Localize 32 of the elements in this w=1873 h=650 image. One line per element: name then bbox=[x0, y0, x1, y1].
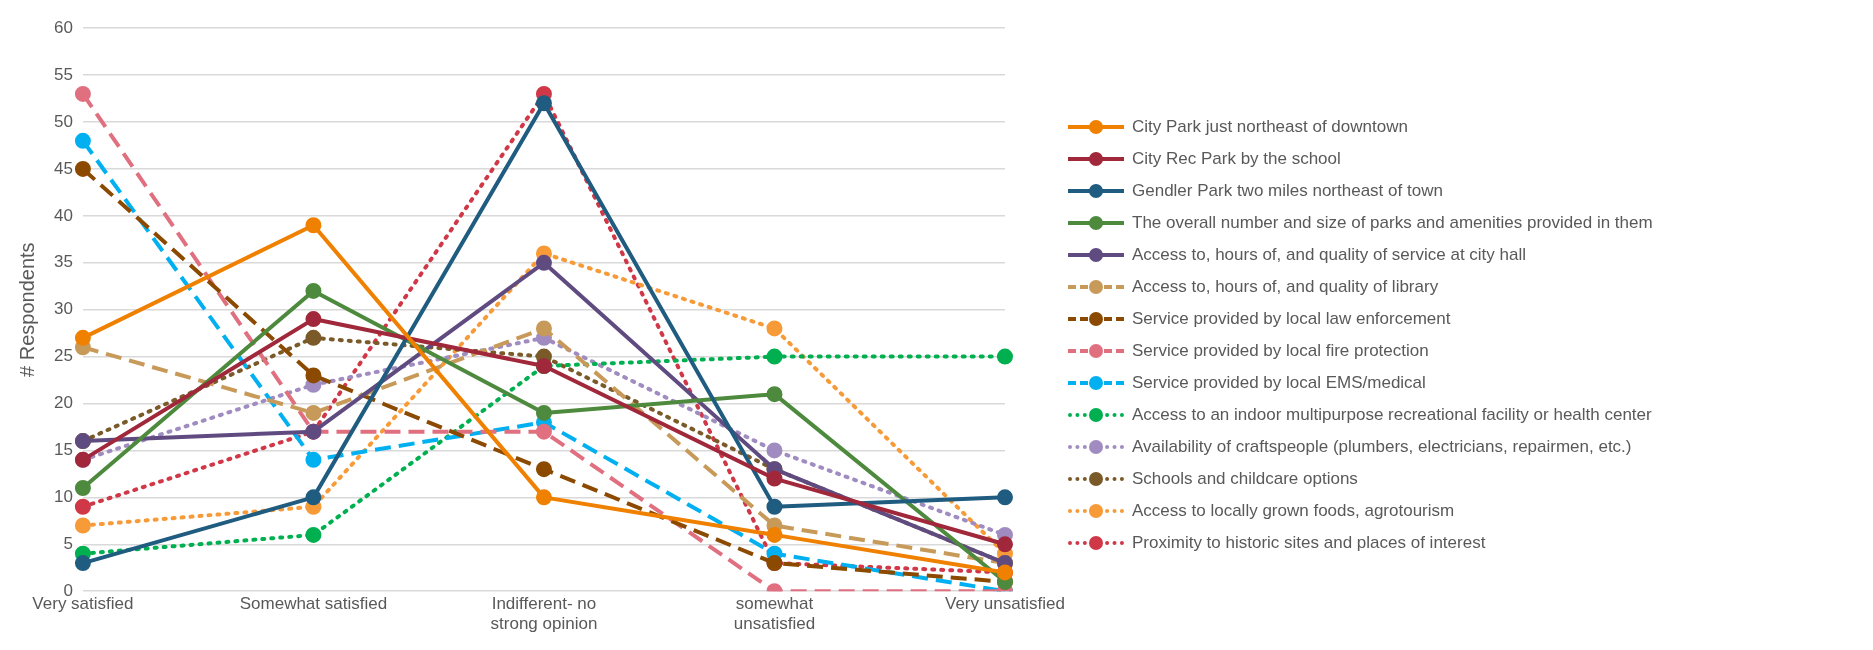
y-tick-label: 15 bbox=[53, 440, 73, 460]
legend-label: Access to, hours of, and quality of library bbox=[1132, 277, 1439, 297]
legend-label: Availability of craftspeople (plumbers, electricians, repairmen, etc.) bbox=[1132, 437, 1632, 457]
y-tick-label: 35 bbox=[53, 252, 73, 272]
legend-label: City Rec Park by the school bbox=[1132, 149, 1341, 169]
y-tick-label: 40 bbox=[53, 205, 73, 225]
y-tick-label: 5 bbox=[63, 533, 73, 553]
legend-label: Access to an indoor multipurpose recreational facility or health center bbox=[1132, 405, 1652, 425]
y-tick-label: 10 bbox=[53, 487, 73, 507]
legend-label: The overall number and size of parks and amenities provided in them bbox=[1132, 213, 1653, 233]
legend-label: Access to, hours of, and quality of service at city hall bbox=[1132, 245, 1527, 265]
y-tick-label: 45 bbox=[53, 158, 73, 178]
y-tick-label: 50 bbox=[53, 111, 73, 131]
legend-label: Access to locally grown foods, agrotourism bbox=[1132, 501, 1455, 521]
y-tick-label: 60 bbox=[53, 17, 73, 37]
legend-label: Proximity to historic sites and places of interest bbox=[1132, 533, 1486, 553]
x-tick-label: Indifferent- no strong opinion bbox=[490, 594, 598, 634]
legend-label: Service provided by local law enforcement bbox=[1132, 309, 1451, 329]
legend-label: Gendler Park two miles northeast of town bbox=[1132, 181, 1443, 201]
y-tick-label: 25 bbox=[53, 346, 73, 366]
y-tick-label: 30 bbox=[53, 299, 73, 319]
legend-label: City Park just northeast of downtown bbox=[1132, 117, 1408, 137]
x-tick-label: Somewhat satisfied bbox=[239, 594, 388, 614]
legend-label: Service provided by local EMS/medical bbox=[1132, 373, 1426, 393]
y-tick-label: 20 bbox=[53, 393, 73, 413]
x-tick-label: somewhat unsatisfied bbox=[733, 594, 816, 634]
legend-label: Schools and childcare options bbox=[1132, 469, 1358, 489]
y-axis-title: # Respondents bbox=[15, 242, 38, 377]
legend-label: Service provided by local fire protection bbox=[1132, 341, 1429, 361]
y-tick-label: 55 bbox=[53, 64, 73, 84]
y-tick-label: 0 bbox=[63, 580, 73, 600]
x-tick-label: Very unsatisfied bbox=[944, 594, 1065, 614]
